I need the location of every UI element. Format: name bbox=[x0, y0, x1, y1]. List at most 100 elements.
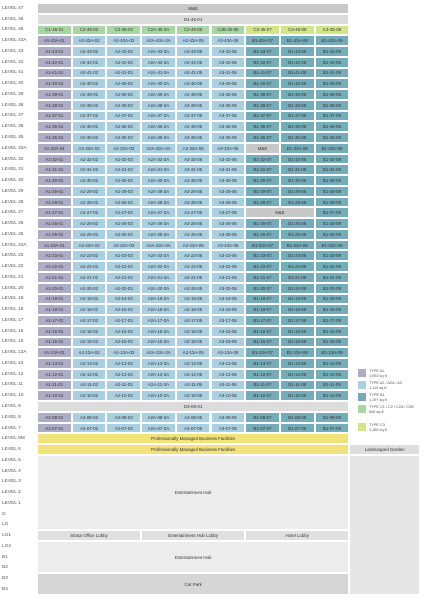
unit-cell: A2-20-02 bbox=[71, 282, 107, 294]
unit-cell: B1-43-07 bbox=[245, 46, 280, 57]
legend-area: 1,092 sq ft bbox=[369, 373, 387, 378]
unit-cell: A2-19-02 bbox=[71, 293, 107, 305]
unit-cell: B1-30-09 bbox=[314, 175, 350, 186]
legend-swatch bbox=[358, 423, 366, 431]
unit-cell: A2-43-02 bbox=[71, 46, 107, 57]
unit-cell: A2-43A-03 bbox=[106, 35, 142, 47]
unit-cell: A2-27-02 bbox=[71, 207, 107, 219]
unit-cell: A2-42-05 bbox=[175, 56, 211, 68]
unit-cell: A3-20-06 bbox=[210, 282, 246, 294]
unit-cell: A2-32-02 bbox=[71, 153, 107, 165]
level-label: LEVEL 33A bbox=[2, 145, 27, 151]
level-label: LEVEL 11 bbox=[2, 382, 24, 388]
unit-cell: B1-23A-09 bbox=[314, 239, 350, 251]
unit-cell: B1-11-07 bbox=[245, 379, 280, 391]
legend-swatch bbox=[358, 381, 366, 389]
level-label: LEVEL 8 bbox=[2, 414, 21, 420]
unit-cell: A1-20-01 bbox=[37, 282, 72, 294]
unit-cell: D3-09-01 bbox=[37, 401, 350, 412]
unit-cell: A2-30-03 bbox=[106, 175, 142, 186]
unit-cell: B1-18-07 bbox=[245, 304, 280, 316]
unit-cell: A2A-08-3A bbox=[141, 411, 176, 423]
unit-cell: A2-22-05 bbox=[175, 261, 211, 272]
unit-cell: A2-30-02 bbox=[71, 175, 107, 186]
unit-cell: B1-27-09 bbox=[314, 207, 350, 219]
unit-cell: A2-33A-02 bbox=[71, 142, 107, 154]
unit-cell: A2-12-05 bbox=[175, 368, 211, 380]
unit-cell: B1-29-07 bbox=[245, 185, 280, 197]
unit-cell: A2-07-02 bbox=[71, 422, 107, 434]
unit-cell: C2B-45-06 bbox=[210, 24, 246, 36]
unit-cell: A2A-43-3A bbox=[141, 46, 176, 57]
unit-cell: A2-18-03 bbox=[106, 304, 142, 316]
unit-cell: B1-19-07 bbox=[245, 293, 280, 305]
unit-cell: A2-07-03 bbox=[106, 422, 142, 434]
unit-cell: A3-19-06 bbox=[210, 293, 246, 305]
level-label: LEVEL 1 bbox=[2, 500, 21, 506]
legend-area: 1,197 sq ft bbox=[369, 397, 387, 402]
level-label: LEVEL 20 bbox=[2, 285, 24, 291]
unit-cell: A2-27-05 bbox=[175, 207, 211, 219]
unit-cell: B1-31-09 bbox=[314, 164, 350, 176]
level-label: LEVEL 45 bbox=[2, 27, 24, 33]
unit-cell: A2-31-02 bbox=[71, 164, 107, 176]
unit-cell: B1-25-09 bbox=[314, 228, 350, 240]
unit-cell: B1-38-09 bbox=[314, 99, 350, 111]
unit-cell: B1-36-08 bbox=[279, 121, 315, 133]
unit-cell: A2-41-03 bbox=[106, 67, 142, 79]
unit-cell: A1-17-01 bbox=[37, 315, 72, 326]
unit-cell: A2-43-03 bbox=[106, 46, 142, 57]
unit-cell: A2A-07-3A bbox=[141, 422, 176, 434]
unit-cell: A1-33A-01 bbox=[37, 142, 72, 154]
level-label: B3 bbox=[2, 576, 8, 582]
unit-cell: A2-40-05 bbox=[175, 78, 211, 90]
unit-cell: B1-19-09 bbox=[314, 293, 350, 305]
unit-cell: A1-12-01 bbox=[37, 368, 72, 380]
unit-cell: B1-32-09 bbox=[314, 153, 350, 165]
unit-cell: A1-08-01 bbox=[37, 411, 72, 423]
unit-cell: A2-17-03 bbox=[106, 315, 142, 326]
legend-swatch bbox=[358, 393, 366, 401]
unit-cell: C3-45-08 bbox=[279, 24, 315, 36]
unit-cell: B1-16-08 bbox=[279, 325, 315, 337]
unit-cell: B1-39-07 bbox=[245, 89, 280, 100]
unit-cell: B1-10-08 bbox=[279, 390, 315, 402]
unit-cell: A2-31-05 bbox=[175, 164, 211, 176]
level-label: LEVEL 9 bbox=[2, 403, 21, 409]
unit-cell: B1-10-09 bbox=[314, 390, 350, 402]
unit-cell: A2-41-02 bbox=[71, 67, 107, 79]
unit-cell: C3-45-09 bbox=[314, 24, 350, 36]
unit-cell: A2-28-02 bbox=[71, 196, 107, 208]
unit-cell: A2-23A-02 bbox=[71, 239, 107, 251]
unit-cell: A2-07-05 bbox=[175, 422, 211, 434]
unit-cell: A2-19-03 bbox=[106, 293, 142, 305]
level-label: LEVEL 39 bbox=[2, 91, 24, 97]
level-label: LEVEL 23 bbox=[2, 253, 24, 259]
unit-cell: A1-10-01 bbox=[37, 390, 72, 402]
unit-cell: A1-15-01 bbox=[37, 336, 72, 348]
unit-cell: B1-43-09 bbox=[314, 46, 350, 57]
unit-cell: A1-28-01 bbox=[37, 196, 72, 208]
unit-cell: A1-23A-01 bbox=[37, 239, 72, 251]
unit-cell: A2A-10-3A bbox=[141, 390, 176, 402]
unit-cell: A2A-39-3A bbox=[141, 89, 176, 100]
unit-cell: B1-25-08 bbox=[279, 228, 315, 240]
unit-cell: A2-13A-03 bbox=[106, 347, 142, 359]
level-label: B2 bbox=[2, 565, 8, 571]
unit-cell: A2-21-03 bbox=[106, 272, 142, 283]
unit-cell: A2A-13-3A bbox=[141, 358, 176, 369]
level-label: LEVEL 15 bbox=[2, 339, 24, 345]
unit-cell: B1-43A-08 bbox=[279, 35, 315, 47]
legend-swatch bbox=[358, 369, 366, 377]
unit-cell: A2-26-05 bbox=[175, 218, 211, 229]
unit-cell: B1-21-07 bbox=[245, 272, 280, 283]
unit-cell: A1-18-01 bbox=[37, 304, 72, 316]
unit-cell: Professionally Managed Business Faciliti… bbox=[37, 433, 350, 445]
unit-cell: B1-17-09 bbox=[314, 315, 350, 326]
unit-cell: A2-26-03 bbox=[106, 218, 142, 229]
unit-cell: B1-37-07 bbox=[245, 110, 280, 122]
unit-cell: A1-16-01 bbox=[37, 325, 72, 337]
unit-cell: A3-43A-06 bbox=[210, 35, 246, 47]
unit-cell: A2A-37-3A bbox=[141, 110, 176, 122]
unit-cell: B1-07-08 bbox=[279, 422, 315, 434]
